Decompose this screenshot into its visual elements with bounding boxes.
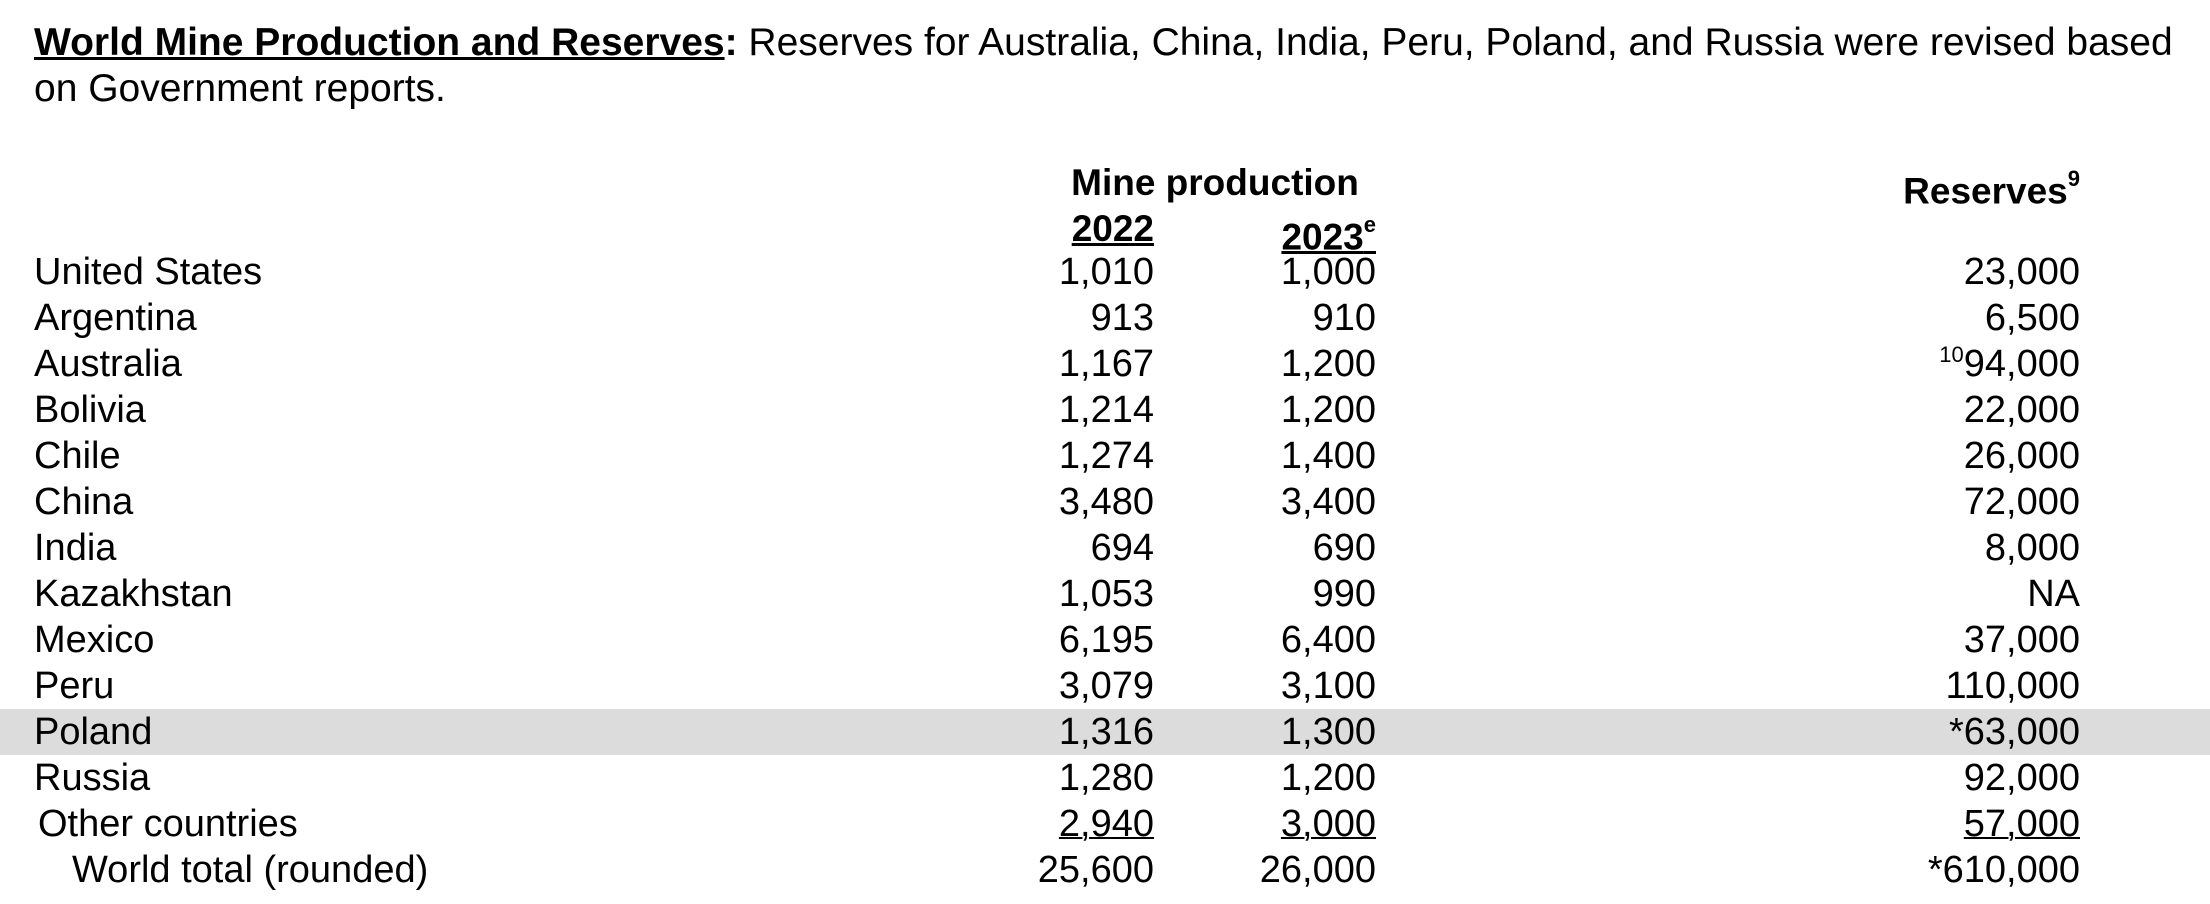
production-2022: 694 (1090, 527, 1154, 569)
reserves-value: 92,000 (1880, 755, 2080, 801)
reserves-value: 37,000 (1880, 617, 2080, 663)
reserves-amount: 37,000 (1963, 619, 2080, 661)
production-2023: 1,200 (1280, 389, 1376, 431)
production-2022: 1,167 (1058, 343, 1154, 385)
production-2022: 1,010 (1058, 251, 1154, 293)
reserves-amount: *63,000 (1948, 711, 2080, 753)
country-name: Kazakhstan (34, 573, 233, 615)
reserves-value: 23,000 (1880, 249, 2080, 295)
production-2022: 3,079 (1058, 665, 1154, 707)
reserves-amount: 72,000 (1963, 481, 2080, 523)
table-row: Chile 1,274 1,400 26,000 (0, 433, 2210, 479)
country-name: Australia (34, 343, 182, 385)
production-2023: 910 (1312, 297, 1376, 339)
production-2023: 1,200 (1280, 757, 1376, 799)
table-row: Mexico 6,195 6,400 37,000 (0, 617, 2210, 663)
reserves-value: *63,000 (1880, 709, 2080, 755)
reserves-amount: NA (2027, 573, 2080, 615)
country-name: Argentina (34, 297, 197, 339)
reserves-value: 26,000 (1880, 433, 2080, 479)
reserves-value: 72,000 (1880, 479, 2080, 525)
table-row: India 694 690 8,000 (0, 525, 2210, 571)
reserves-value: 8,000 (1880, 525, 2080, 571)
reserves-footnote-prefix: 10 (1939, 342, 1964, 367)
production-2023: 3,400 (1280, 481, 1376, 523)
table-row: Peru 3,079 3,100 110,000 (0, 663, 2210, 709)
country-name: Poland (34, 711, 153, 753)
table-row: Other countries 2,940 3,000 57,000 (0, 801, 2210, 847)
country-name: United States (34, 251, 263, 293)
table-row: Poland 1,316 1,300 *63,000 (0, 709, 2210, 755)
reserves-header: Reserves9 (1860, 160, 2080, 214)
country-name: Russia (34, 757, 151, 799)
reserves-amount: 94,000 (1963, 343, 2080, 385)
country-name: Bolivia (34, 389, 146, 431)
table-row: Bolivia 1,214 1,200 22,000 (0, 387, 2210, 433)
reserves-value: *610,000 (1880, 847, 2080, 893)
country-name: China (34, 481, 134, 523)
country-name: India (34, 527, 117, 569)
table-row: Australia 1,167 1,200 1094,000 (0, 341, 2210, 387)
production-2023: 6,400 (1280, 619, 1376, 661)
production-2022: 1,274 (1058, 435, 1154, 477)
country-name: Other countries (38, 803, 298, 845)
estimate-marker: e (1363, 212, 1376, 237)
production-2023: 990 (1312, 573, 1376, 615)
production-2023: 3,000 (1280, 803, 1376, 845)
production-2023: 690 (1312, 527, 1376, 569)
reserves-amount: *610,000 (1927, 849, 2080, 891)
production-2023: 1,200 (1280, 343, 1376, 385)
country-name: Peru (34, 665, 115, 707)
reserves-value: 57,000 (1880, 801, 2080, 847)
table-row: China 3,480 3,400 72,000 (0, 479, 2210, 525)
production-2023: 3,100 (1280, 665, 1376, 707)
production-2022: 6,195 (1058, 619, 1154, 661)
country-name: Mexico (34, 619, 155, 661)
production-2022: 2,940 (1058, 803, 1154, 845)
reserves-amount: 8,000 (1984, 527, 2080, 569)
reserves-amount: 92,000 (1963, 757, 2080, 799)
production-2022: 1,316 (1058, 711, 1154, 753)
reserves-value: 6,500 (1880, 295, 2080, 341)
section-heading-colon: : (724, 21, 738, 64)
production-table: United States 1,010 1,000 23,000 Argentina 91… (0, 249, 2210, 893)
production-2022: 3,480 (1058, 481, 1154, 523)
production-2023: 1,300 (1280, 711, 1376, 753)
reserves-value: 110,000 (1880, 663, 2080, 709)
table-row: Kazakhstan 1,053 990 NA (0, 571, 2210, 617)
reserves-amount: 23,000 (1963, 251, 2080, 293)
production-2022: 1,280 (1058, 757, 1154, 799)
production-2023: 26,000 (1259, 849, 1376, 891)
production-2022: 1,214 (1058, 389, 1154, 431)
table-row: United States 1,010 1,000 23,000 (0, 249, 2210, 295)
reserves-amount: 110,000 (1945, 665, 2080, 707)
table-row: Argentina 913 910 6,500 (0, 295, 2210, 341)
year-2023-header: 2023e (1230, 206, 1376, 260)
section-heading: World Mine Production and Reserves (34, 21, 725, 64)
year-2023-label: 2023 (1281, 216, 1364, 258)
reserves-header-label: Reserves (1903, 170, 2068, 212)
reserves-value: NA (1880, 571, 2080, 617)
reserves-amount: 6,500 (1984, 297, 2080, 339)
production-2022: 1,053 (1058, 573, 1154, 615)
production-2022: 25,600 (1037, 849, 1154, 891)
production-2022: 913 (1090, 297, 1154, 339)
reserves-amount: 22,000 (1963, 389, 2080, 431)
reserves-footnote-marker: 9 (2067, 166, 2080, 191)
table-row: World total (rounded) 25,600 26,000 *610,00… (0, 847, 2210, 893)
production-2023: 1,000 (1280, 251, 1376, 293)
intro-text: Reserves for Australia, China, India, Pe… (34, 21, 2173, 110)
reserves-amount: 26,000 (1963, 435, 2080, 477)
reserves-amount: 57,000 (1963, 803, 2080, 845)
reserves-value: 22,000 (1880, 387, 2080, 433)
intro-paragraph: World Mine Production and Reserves: Rese… (34, 20, 2194, 112)
country-name: Chile (34, 435, 121, 477)
year-2022-header: 2022 (1071, 208, 1154, 249)
reserves-value: 1094,000 (1880, 341, 2080, 392)
production-2023: 1,400 (1280, 435, 1376, 477)
table-row: Russia 1,280 1,200 92,000 (0, 755, 2210, 801)
country-name: World total (rounded) (72, 849, 429, 891)
mine-production-header: Mine production (1071, 162, 1359, 203)
